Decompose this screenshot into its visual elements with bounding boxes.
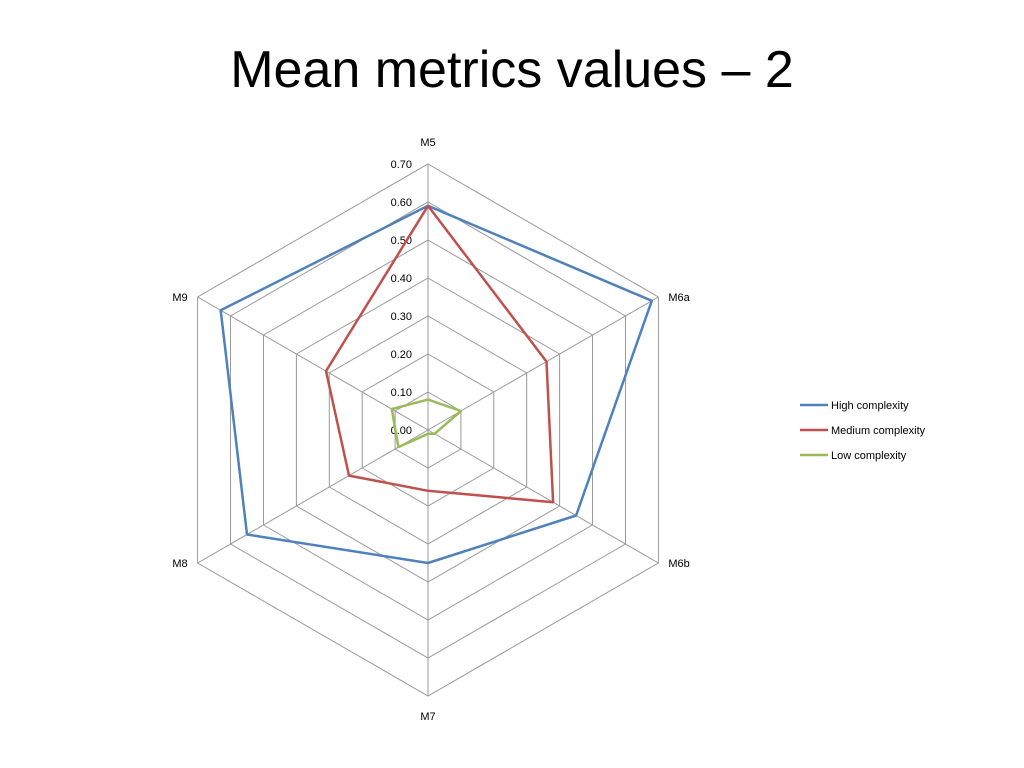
tick-label: 0.50: [391, 235, 412, 247]
tick-label: 0.20: [391, 349, 412, 361]
radar-spoke: [427, 296, 659, 431]
axis-label-m7: M7: [420, 711, 435, 723]
tick-label: 0.30: [391, 311, 412, 323]
axis-label-m9: M9: [172, 292, 187, 304]
radar-spoke: [197, 429, 429, 564]
tick-label: 0.60: [391, 197, 412, 209]
series-line-high-complexity: [219, 204, 654, 565]
radar-spoke: [197, 296, 429, 431]
radar-series: [219, 204, 654, 565]
radar-spokes: [197, 164, 659, 696]
legend-label-medium-complexity: Medium complexity: [831, 425, 926, 437]
slide-title: Mean metrics values – 2: [230, 41, 794, 99]
legend-label-low-complexity: Low complexity: [831, 450, 907, 462]
series-line-low-complexity: [390, 398, 463, 449]
tick-label: 0.40: [391, 273, 412, 285]
tick-label: 0.70: [391, 159, 412, 171]
axis-label-m6a: M6a: [668, 292, 690, 304]
legend-label-high-complexity: High complexity: [831, 400, 909, 412]
axis-label-m5: M5: [420, 137, 435, 149]
tick-label: 0.10: [391, 387, 412, 399]
axis-label-m8: M8: [172, 558, 187, 570]
legend: High complexity Medium complexity Low comp…: [800, 400, 926, 462]
radar-axis-labels: M5 M6a M6b M7 M8 M9: [172, 137, 690, 723]
axis-label-m6b: M6b: [668, 558, 689, 570]
series-line-medium-complexity: [324, 204, 555, 504]
radar-spoke: [427, 429, 659, 564]
